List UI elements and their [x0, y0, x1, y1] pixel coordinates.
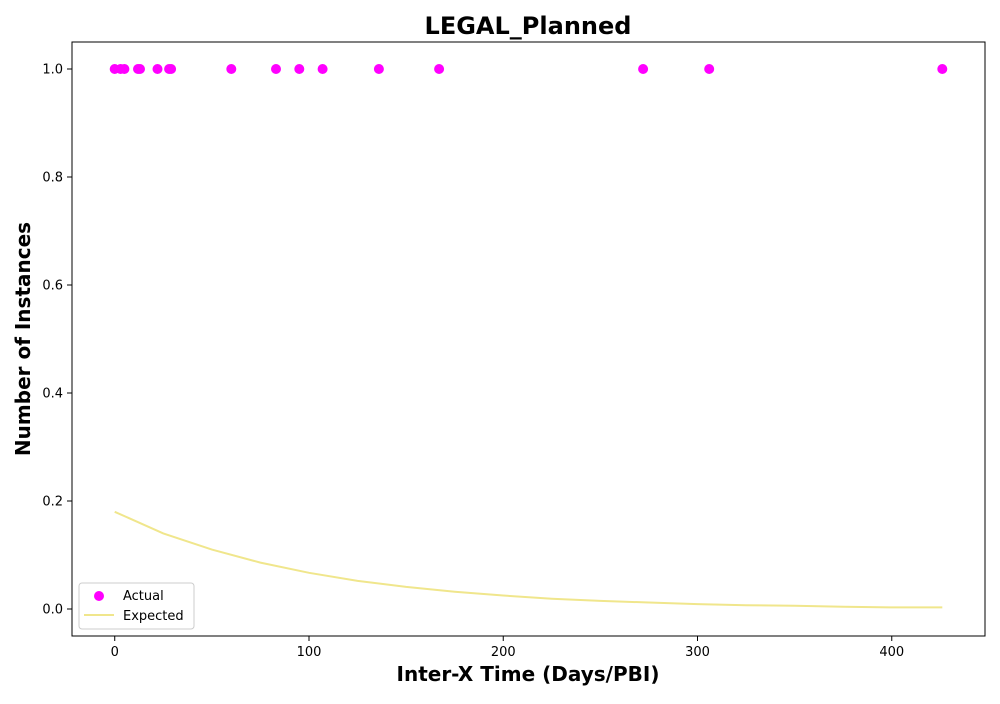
- legend-box: [78, 582, 195, 630]
- x-tick-label: 100: [297, 645, 322, 660]
- y-tick-label: 0.2: [42, 495, 63, 510]
- plot-frame: [71, 41, 986, 637]
- actual-point: [152, 64, 163, 74]
- x-tick-label: 300: [685, 645, 710, 660]
- actual-point: [704, 64, 715, 74]
- y-tick-label: 0.8: [42, 171, 63, 186]
- actual-point: [373, 64, 384, 74]
- legend-actual-label: Actual: [123, 589, 164, 604]
- x-axis-label: Inter-X Time (Days/PBI): [397, 662, 660, 686]
- x-tick-label: 400: [879, 645, 904, 660]
- actual-point: [294, 64, 305, 74]
- actual-point: [119, 64, 130, 74]
- actual-point: [638, 64, 649, 74]
- legend-actual-marker: [94, 591, 104, 601]
- y-tick-label: 1.0: [42, 63, 63, 78]
- actual-point: [271, 64, 281, 74]
- actual-point: [317, 64, 328, 74]
- actual-point: [434, 64, 445, 74]
- y-axis-label: Number of Instances: [11, 222, 35, 456]
- actual-point: [937, 64, 948, 74]
- x-tick-label: 200: [491, 645, 516, 660]
- actual-point: [226, 64, 237, 74]
- expected-line: [114, 510, 943, 609]
- actual-point: [135, 64, 145, 74]
- legend-expected-label: Expected: [123, 609, 184, 624]
- actual-point: [166, 64, 177, 74]
- chart-title: LEGAL_Planned: [425, 12, 632, 40]
- x-axis: 0 100 200 300 400: [111, 636, 904, 660]
- y-tick-label: 0.0: [42, 603, 63, 618]
- legend: Actual Expected: [78, 582, 195, 630]
- y-tick-label: 0.6: [42, 279, 63, 294]
- x-tick-label: 0: [111, 645, 119, 660]
- y-tick-label: 0.4: [42, 387, 63, 402]
- plot-area: [109, 64, 948, 609]
- y-axis: 0.0 0.2 0.4 0.6 0.8 1.0: [42, 63, 72, 618]
